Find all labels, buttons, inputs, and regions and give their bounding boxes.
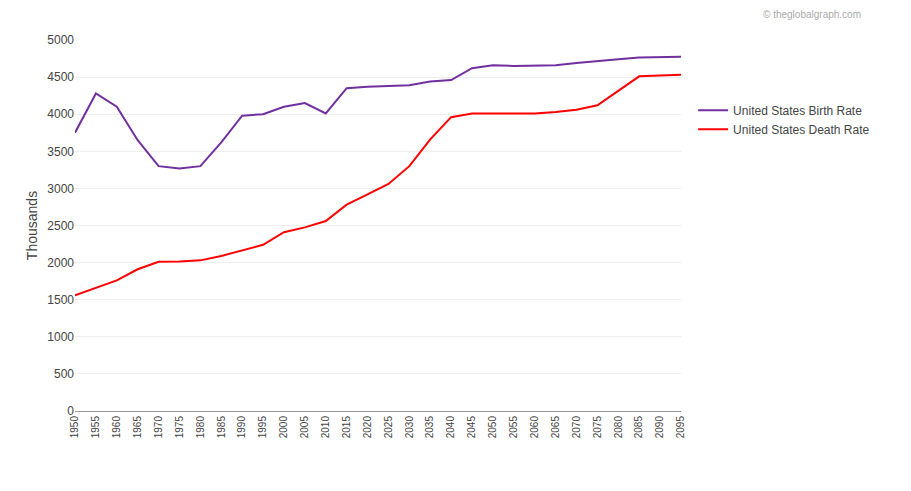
svg-text:2055: 2055 (508, 416, 519, 439)
svg-text:4500: 4500 (47, 70, 74, 84)
svg-text:1970: 1970 (153, 416, 164, 439)
svg-text:1000: 1000 (47, 330, 74, 344)
svg-text:2020: 2020 (362, 416, 373, 439)
svg-text:1990: 1990 (236, 416, 247, 439)
svg-text:2060: 2060 (529, 416, 540, 439)
svg-text:1965: 1965 (132, 416, 143, 439)
svg-text:Thousands: Thousands (24, 191, 40, 260)
svg-text:2050: 2050 (487, 416, 498, 439)
svg-text:4000: 4000 (47, 107, 74, 121)
svg-text:5000: 5000 (47, 33, 74, 47)
svg-text:1960: 1960 (111, 416, 122, 439)
svg-text:1975: 1975 (174, 416, 185, 439)
svg-text:0: 0 (67, 404, 74, 418)
svg-text:1500: 1500 (47, 293, 74, 307)
svg-text:United States Birth Rate: United States Birth Rate (733, 104, 862, 118)
svg-text:1955: 1955 (90, 416, 101, 439)
svg-text:3000: 3000 (47, 182, 74, 196)
svg-text:2085: 2085 (633, 416, 644, 439)
svg-text:2025: 2025 (383, 416, 394, 439)
svg-text:2040: 2040 (445, 416, 456, 439)
svg-text:2065: 2065 (550, 416, 561, 439)
svg-text:2015: 2015 (341, 416, 352, 439)
svg-text:2000: 2000 (278, 416, 289, 439)
svg-text:3500: 3500 (47, 145, 74, 159)
svg-text:2075: 2075 (592, 416, 603, 439)
svg-text:2095: 2095 (675, 416, 686, 439)
svg-text:United States Death Rate: United States Death Rate (733, 123, 869, 137)
svg-text:2500: 2500 (47, 219, 74, 233)
svg-text:1985: 1985 (216, 416, 227, 439)
svg-text:2045: 2045 (466, 416, 477, 439)
svg-text:2005: 2005 (299, 416, 310, 439)
svg-text:500: 500 (54, 367, 74, 381)
svg-text:© theglobalgraph.com: © theglobalgraph.com (763, 9, 861, 20)
svg-text:2030: 2030 (404, 416, 415, 439)
svg-text:2035: 2035 (424, 416, 435, 439)
svg-text:2080: 2080 (613, 416, 624, 439)
svg-text:2010: 2010 (320, 416, 331, 439)
svg-text:1950: 1950 (69, 416, 80, 439)
svg-text:2000: 2000 (47, 256, 74, 270)
svg-text:1980: 1980 (195, 416, 206, 439)
svg-text:2090: 2090 (654, 416, 665, 439)
svg-text:2070: 2070 (571, 416, 582, 439)
svg-text:1995: 1995 (257, 416, 268, 439)
